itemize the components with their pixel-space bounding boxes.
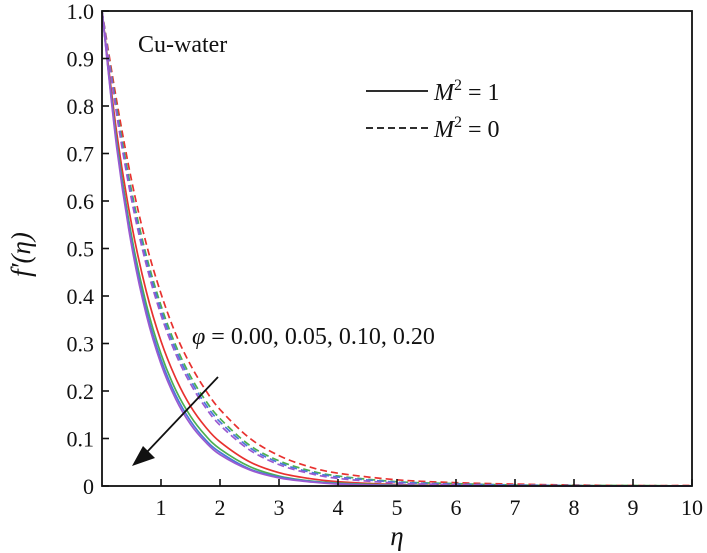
- y-tick-label: 0.9: [67, 47, 95, 72]
- series-curves: [101, 10, 693, 487]
- y-tick-label: 0.2: [67, 379, 95, 404]
- phi-arrow-line: [146, 376, 219, 453]
- legend: M2 = 1M2 = 0: [366, 77, 500, 143]
- legend-superscript: 2: [454, 77, 462, 94]
- y-tick-label: 0.8: [67, 94, 95, 119]
- legend-value: = 0: [462, 117, 500, 143]
- y-tick-label: 1.0: [67, 0, 95, 24]
- phi-arrow-head: [132, 446, 155, 466]
- y-tick-label: 0.1: [67, 427, 95, 452]
- y-tick-label: 0.5: [67, 237, 95, 262]
- series-line-solid-1: [101, 10, 692, 487]
- phi-symbol: φ: [192, 324, 205, 350]
- y-tick-label: 0.6: [67, 189, 95, 214]
- x-axis-title: η: [390, 521, 403, 551]
- phi-values: = 0.00, 0.05, 0.10, 0.20: [205, 324, 435, 350]
- y-tick-label: 0.7: [67, 142, 95, 167]
- series-line-dashed-3: [101, 10, 692, 487]
- legend-label: M2 = 1: [433, 77, 500, 106]
- phi-annotation-text: φ = 0.00, 0.05, 0.10, 0.20: [192, 324, 435, 350]
- y-tick-label: 0.3: [67, 332, 95, 357]
- series-line-dashed-0: [101, 10, 693, 487]
- x-tick-label: 7: [510, 495, 521, 520]
- legend-value: = 1: [462, 80, 500, 106]
- x-tick-label: 2: [215, 495, 226, 520]
- x-tick-label: 5: [392, 495, 403, 520]
- y-axis-ticks: 0 0.1 0.2 0.3 0.4 0.5 0.6 0.7 0.8 0.9 1.0: [67, 0, 109, 499]
- legend-symbol: M: [433, 80, 456, 106]
- x-tick-label: 4: [333, 495, 344, 520]
- phi-annotation: φ = 0.00, 0.05, 0.10, 0.20: [132, 324, 435, 466]
- legend-symbol: M: [433, 117, 456, 143]
- cu-water-label: Cu-water: [138, 32, 227, 58]
- x-tick-label: 10: [681, 495, 703, 520]
- x-tick-label: 1: [156, 495, 167, 520]
- y-axis-title: f′(η): [6, 232, 36, 277]
- x-tick-label: 6: [451, 495, 462, 520]
- x-tick-label: 3: [274, 495, 285, 520]
- legend-label: M2 = 0: [433, 114, 500, 143]
- y-tick-label: 0: [83, 474, 94, 499]
- legend-superscript: 2: [454, 114, 462, 131]
- x-tick-label: 9: [628, 495, 639, 520]
- y-tick-label: 0.4: [67, 284, 95, 309]
- x-axis-ticks: 1 2 3 4 5 6 7 8 9 10: [156, 479, 703, 520]
- x-tick-label: 8: [569, 495, 580, 520]
